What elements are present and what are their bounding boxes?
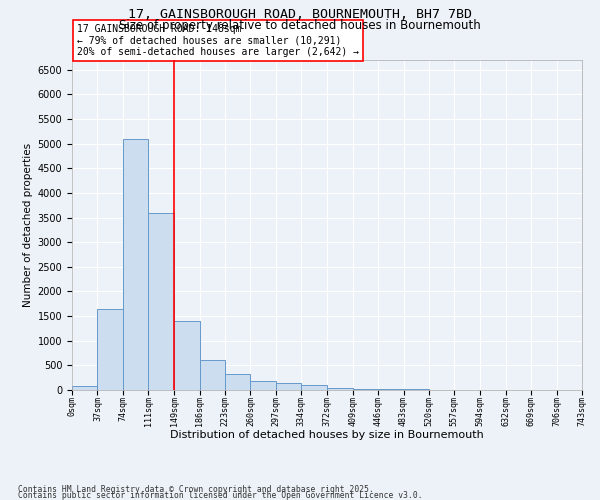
Text: Contains HM Land Registry data © Crown copyright and database right 2025.: Contains HM Land Registry data © Crown c… [18,484,374,494]
Text: 17, GAINSBOROUGH ROAD, BOURNEMOUTH, BH7 7BD: 17, GAINSBOROUGH ROAD, BOURNEMOUTH, BH7 … [128,8,472,20]
X-axis label: Distribution of detached houses by size in Bournemouth: Distribution of detached houses by size … [170,430,484,440]
Text: Size of property relative to detached houses in Bournemouth: Size of property relative to detached ho… [119,18,481,32]
Bar [276,383,301,390]
Bar [200,360,225,390]
Bar [378,389,404,390]
Text: 17 GAINSBOROUGH ROAD: 148sqm
← 79% of detached houses are smaller (10,291)
20% o: 17 GAINSBOROUGH ROAD: 148sqm ← 79% of de… [77,24,359,56]
Text: Contains public sector information licensed under the Open Government Licence v3: Contains public sector information licen… [18,490,422,500]
Bar [148,212,174,390]
Bar [301,385,328,390]
Bar [72,386,97,390]
Y-axis label: Number of detached properties: Number of detached properties [23,143,34,307]
Bar [225,374,250,390]
Bar [250,382,276,390]
Bar [123,139,148,390]
Bar [97,308,123,390]
Bar [328,388,353,390]
Bar [174,321,200,390]
Bar [353,388,378,390]
